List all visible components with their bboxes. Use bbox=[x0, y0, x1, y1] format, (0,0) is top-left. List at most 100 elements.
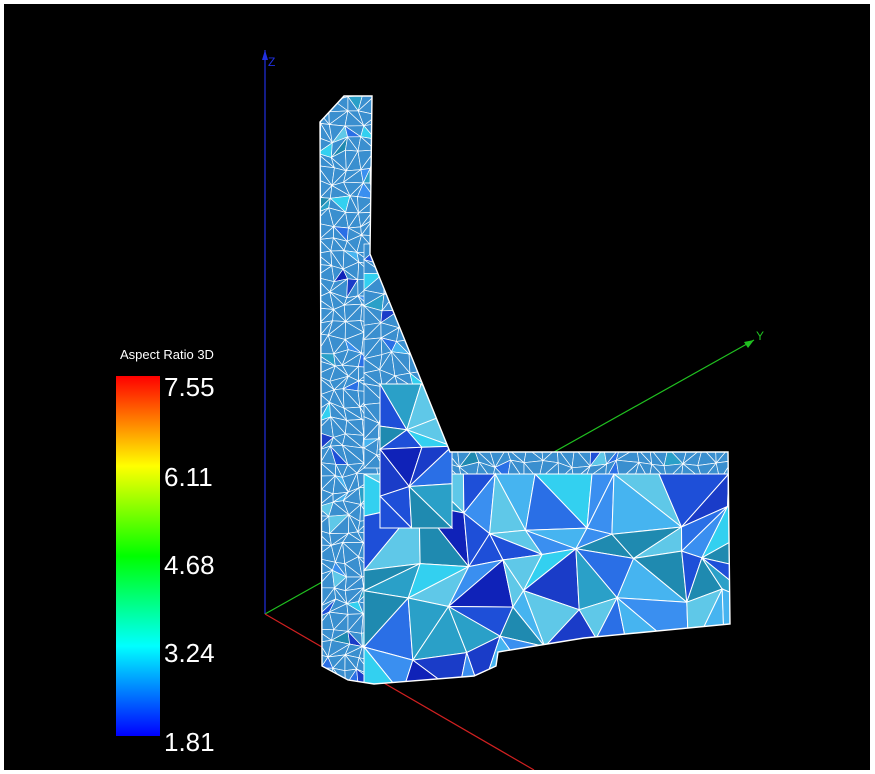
mesh-element bbox=[304, 603, 315, 619]
mesh-element bbox=[700, 505, 730, 560]
mesh-element bbox=[425, 370, 448, 387]
mesh-element bbox=[413, 243, 431, 263]
mesh-element bbox=[442, 400, 461, 420]
mesh-element bbox=[361, 96, 377, 97]
mesh-element bbox=[320, 122, 322, 144]
mesh-element bbox=[304, 619, 316, 630]
mesh-element bbox=[399, 271, 415, 291]
z-axis-label: Z bbox=[268, 55, 275, 69]
mesh-element bbox=[304, 668, 317, 689]
mesh-element bbox=[304, 365, 316, 381]
mesh-element bbox=[320, 96, 321, 101]
mesh-element bbox=[439, 417, 461, 434]
mesh-element bbox=[723, 656, 730, 684]
mesh-element bbox=[320, 237, 321, 253]
mesh-element bbox=[423, 289, 441, 308]
mesh-element bbox=[729, 460, 730, 481]
mesh-element bbox=[304, 143, 317, 153]
mesh-element bbox=[443, 303, 461, 324]
mesh-element bbox=[320, 181, 322, 198]
mesh-element bbox=[374, 138, 389, 151]
mesh-element bbox=[333, 686, 346, 701]
mesh-element bbox=[320, 374, 322, 396]
mesh-element bbox=[540, 637, 598, 684]
x-axis bbox=[264, 613, 535, 770]
mesh-element bbox=[361, 96, 376, 97]
mesh-element bbox=[304, 544, 315, 558]
mesh-element bbox=[429, 258, 448, 281]
mesh-element bbox=[320, 462, 321, 477]
mesh-element bbox=[304, 405, 319, 421]
mesh-element bbox=[371, 218, 389, 241]
mesh-element bbox=[320, 322, 322, 336]
mesh-element bbox=[428, 261, 444, 280]
mesh-element bbox=[425, 322, 445, 344]
mesh-element bbox=[320, 430, 321, 451]
mesh-element bbox=[304, 405, 319, 421]
mesh-element bbox=[442, 342, 461, 354]
mesh-element bbox=[304, 252, 317, 269]
mesh-element bbox=[373, 96, 389, 97]
mesh-element bbox=[383, 272, 402, 295]
mesh-element bbox=[304, 529, 317, 545]
mesh-scene[interactable]: Z Y bbox=[4, 4, 870, 770]
mesh-element bbox=[729, 460, 730, 481]
mesh-element bbox=[320, 320, 321, 336]
mesh-element bbox=[320, 296, 321, 310]
mesh-element bbox=[320, 307, 321, 324]
mesh-element bbox=[370, 685, 388, 701]
mesh-element bbox=[320, 114, 322, 126]
mesh-element bbox=[320, 113, 323, 127]
mesh-element bbox=[617, 656, 690, 684]
mesh-element bbox=[595, 637, 631, 684]
mesh-element bbox=[425, 342, 444, 354]
mesh-element bbox=[320, 222, 321, 240]
mesh-element bbox=[304, 558, 318, 575]
mesh-element bbox=[700, 524, 730, 572]
mesh-element bbox=[304, 531, 317, 545]
mesh-element bbox=[442, 256, 461, 280]
mesh-element bbox=[320, 98, 322, 116]
mesh-element bbox=[383, 276, 401, 295]
mesh-element bbox=[382, 261, 401, 278]
mesh-element bbox=[304, 84, 319, 101]
mesh-element bbox=[320, 96, 332, 102]
mesh-element bbox=[413, 257, 431, 280]
mesh-element bbox=[320, 474, 322, 491]
mesh-element bbox=[304, 507, 317, 516]
mesh-element bbox=[304, 516, 314, 531]
mesh-element bbox=[304, 432, 316, 448]
mesh-element bbox=[408, 307, 431, 328]
mesh-element bbox=[728, 447, 730, 462]
mesh-element bbox=[320, 138, 322, 154]
mesh-element bbox=[431, 290, 445, 307]
mesh-element bbox=[320, 333, 322, 354]
mesh-element bbox=[617, 657, 690, 684]
mesh-element bbox=[329, 96, 349, 98]
mesh-element bbox=[320, 99, 330, 116]
mesh-element bbox=[443, 243, 461, 261]
render-viewport[interactable]: Z Y Aspect Ratio 3D 7.55 6.11 4.68 3.24 … bbox=[4, 4, 870, 770]
mesh-element bbox=[304, 588, 317, 603]
mesh-element bbox=[431, 303, 445, 325]
mesh-element bbox=[346, 686, 361, 701]
mesh-element bbox=[442, 323, 461, 344]
mesh-element bbox=[320, 654, 322, 669]
legend-tick: 4.68 bbox=[164, 550, 215, 580]
mesh-element bbox=[320, 488, 323, 508]
mesh-element bbox=[370, 687, 388, 700]
legend-title: Aspect Ratio 3D bbox=[120, 347, 214, 362]
mesh-element bbox=[422, 278, 444, 292]
mesh-element bbox=[440, 389, 461, 402]
mesh-body[interactable] bbox=[304, 84, 760, 700]
mesh-element bbox=[320, 264, 322, 278]
mesh-element bbox=[443, 308, 461, 325]
mesh-element bbox=[320, 380, 321, 395]
mesh-element bbox=[411, 325, 431, 341]
mesh-element bbox=[375, 123, 389, 141]
mesh-element bbox=[371, 198, 389, 213]
mesh-element bbox=[398, 261, 416, 278]
mesh-element bbox=[304, 166, 319, 181]
y-axis-arrowhead bbox=[744, 340, 754, 348]
mesh-element bbox=[374, 234, 389, 254]
